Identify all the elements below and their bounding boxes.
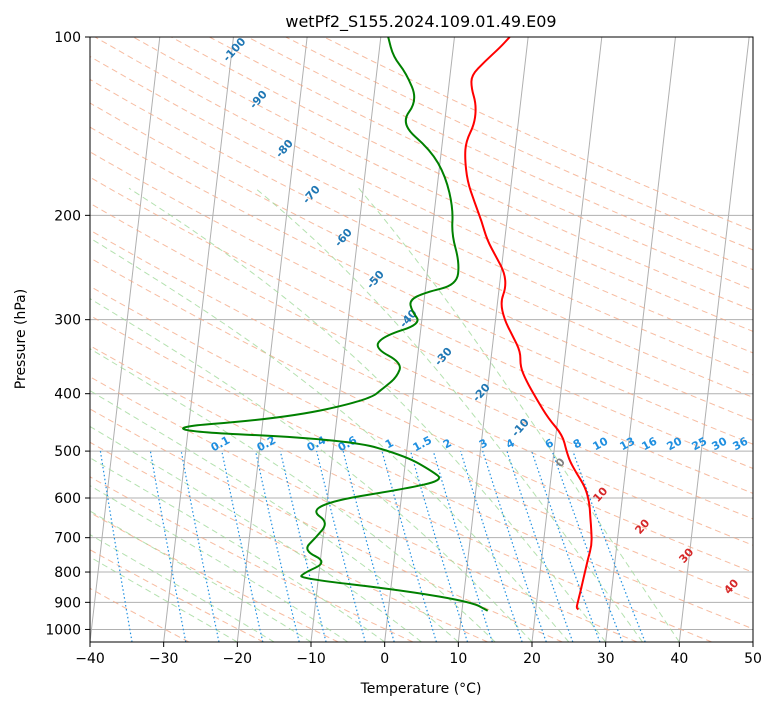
- moist-adiabat-line: [254, 187, 643, 642]
- mixing-ratio-line: [551, 450, 623, 642]
- moist-adiabat-line: [90, 298, 533, 642]
- dewpoint-profile-line: [182, 37, 489, 612]
- x-tick-label: 40: [670, 651, 688, 667]
- moist-adiabat-line: [90, 510, 312, 642]
- moist-adiabat-line: [90, 348, 496, 642]
- isotherm-line: [384, 37, 455, 642]
- dry-adiabat-line: [90, 151, 753, 469]
- mixing-ratio-line: [432, 450, 493, 642]
- temperature-profile-line: [464, 37, 593, 611]
- y-tick-label: 200: [54, 208, 81, 224]
- dry-adiabat-line: [132, 37, 753, 332]
- dry-adiabat-line: [90, 176, 753, 494]
- y-tick-label: 900: [54, 595, 81, 611]
- y-tick-label: 400: [54, 387, 81, 403]
- plot-frame: [89, 36, 754, 643]
- mixing-ratio-label: 25: [690, 435, 710, 454]
- mixing-ratio-line: [221, 450, 264, 642]
- isotherm-line: [236, 37, 308, 642]
- mixing-ratio-line: [180, 450, 220, 642]
- mixing-ratio-line: [255, 450, 300, 642]
- dry-adiabat-line: [90, 549, 264, 642]
- series-layer: [182, 37, 593, 612]
- chart-title: wetPf2_S155.2024.109.01.49.E09: [285, 12, 556, 32]
- dry-adiabat-line: [171, 37, 753, 311]
- moist-adiabat-line: [90, 534, 275, 642]
- mixing-ratio-line: [531, 450, 601, 642]
- mixing-ratio-line: [410, 450, 469, 642]
- mixing-ratio-label: 36: [731, 434, 751, 453]
- isotherm-line: [310, 37, 382, 642]
- dry-adiabat-line: [90, 314, 753, 630]
- moist-adiabat-line: [128, 187, 607, 642]
- moist-adiabat-line: [358, 187, 680, 642]
- moist-adiabat-line: [90, 425, 422, 642]
- x-tick-label: 20: [523, 651, 541, 667]
- mixing-ratio-label: 10: [591, 434, 611, 453]
- mixing-ratio-line: [506, 450, 574, 642]
- isotherm-line: [678, 37, 750, 642]
- isotherm-line: [90, 37, 161, 642]
- plot-area: 0.1 0.2 0.4 0.6 1 1.5 2 3 4 6 8 10 13 16 20 25 30 36-100-…: [45, 30, 762, 667]
- x-tick-label: −20: [223, 651, 253, 667]
- mixing-ratio-label: 20: [665, 434, 685, 453]
- mixing-ratio-label: 13: [618, 435, 638, 454]
- grid-layer: [90, 37, 753, 642]
- y-axis-title: Pressure (hPa): [13, 289, 29, 389]
- y-tick-label: 500: [54, 444, 81, 460]
- dry-adiabat-line: [90, 476, 414, 642]
- moist-adiabat-line: [90, 457, 385, 642]
- y-tick-label: 1000: [45, 622, 81, 638]
- y-tick-label: 700: [54, 531, 81, 547]
- y-tick-label: 300: [54, 313, 81, 329]
- isotherm-line: [605, 37, 676, 642]
- x-tick-label: 50: [744, 651, 762, 667]
- mixing-ratio-label: 30: [710, 434, 730, 453]
- dry-adiabat-line: [90, 229, 753, 546]
- dry-adiabat-line: [90, 512, 339, 642]
- dry-adiabat-line: [90, 55, 753, 376]
- mixing-ratio-line: [460, 450, 523, 642]
- mixing-ratio-line: [381, 450, 437, 642]
- isotherm-line: [163, 37, 234, 642]
- x-tick-label: 30: [597, 651, 615, 667]
- x-tick-label: 10: [449, 651, 467, 667]
- moist-adiabat-line: [90, 237, 570, 642]
- mixing-ratio-line: [279, 450, 327, 642]
- x-axis-title: Temperature (°C): [360, 681, 482, 697]
- dry-adiabat-line: [90, 345, 712, 642]
- y-tick-label: 100: [54, 30, 81, 46]
- y-tick-label: 600: [54, 491, 81, 507]
- dry-adiabat-line: [90, 441, 488, 642]
- dry-adiabat-line: [90, 78, 753, 398]
- isotherm-line: [457, 37, 529, 642]
- dry-adiabat-line: [90, 408, 563, 642]
- mixing-ratio-line: [572, 450, 646, 642]
- moist-adiabat-line: [90, 485, 349, 642]
- x-tick-label: 0: [380, 651, 389, 667]
- dry-adiabat-line: [90, 257, 753, 573]
- y-tick-label: 800: [54, 565, 81, 581]
- dry-adiabat-line: [90, 376, 638, 642]
- mixing-ratio-line: [482, 450, 547, 642]
- mixing-ratio-line: [342, 450, 395, 642]
- mixing-ratio-label: 16: [640, 434, 660, 453]
- mixing-ratio-line: [316, 450, 366, 642]
- x-tick-label: −30: [149, 651, 179, 667]
- x-tick-label: −10: [296, 651, 326, 667]
- x-tick-label: −40: [75, 651, 105, 667]
